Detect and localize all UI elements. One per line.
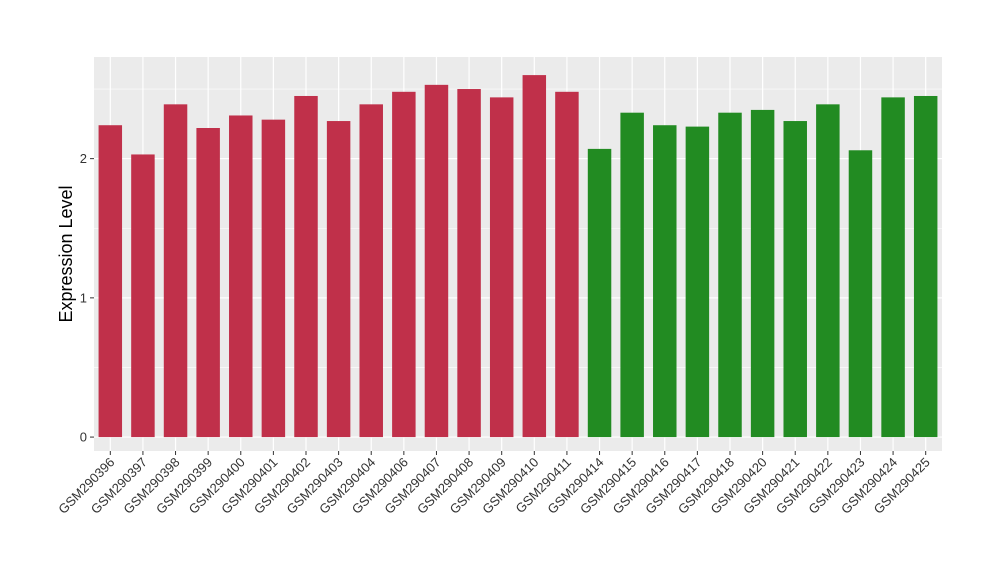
bar-gsm290406 — [392, 91, 416, 438]
bar-gsm290401 — [261, 119, 286, 438]
bar-gsm290417 — [685, 126, 710, 438]
bars — [98, 75, 938, 438]
bar-gsm290399 — [196, 128, 220, 438]
bar-gsm290411 — [555, 91, 579, 438]
y-tick-label: 0 — [80, 430, 87, 445]
y-tick-label: 2 — [80, 151, 87, 166]
y-axis: 0 1 2 — [80, 151, 94, 445]
bar-gsm290414 — [587, 148, 612, 438]
bar-gsm290400 — [229, 115, 253, 438]
bar-gsm290416 — [653, 125, 677, 438]
bar-gsm290402 — [294, 95, 318, 438]
x-axis: GSM290396GSM290397GSM290398GSM290399GSM2… — [55, 451, 933, 517]
plot-panel — [94, 57, 942, 451]
bar-gsm290407 — [424, 84, 449, 438]
bar-gsm290420 — [750, 109, 775, 438]
bar-gsm290408 — [457, 89, 481, 438]
y-tick-label: 1 — [80, 290, 87, 305]
bar-gsm290421 — [783, 121, 807, 438]
bar-gsm290397 — [131, 154, 155, 438]
bar-gsm290410 — [522, 75, 547, 438]
y-axis-title: Expression Level — [56, 185, 76, 322]
bar-gsm290418 — [718, 112, 742, 438]
bar-gsm290424 — [881, 97, 905, 438]
bar-gsm290422 — [816, 104, 840, 438]
bar-gsm290425 — [913, 95, 938, 438]
bar-gsm290409 — [489, 97, 514, 438]
bar-gsm290415 — [620, 112, 644, 438]
bar-gsm290396 — [98, 125, 123, 438]
bar-gsm290404 — [359, 104, 383, 438]
bar-gsm290423 — [848, 150, 873, 438]
bar-gsm290398 — [163, 104, 188, 438]
bar-gsm290403 — [326, 121, 351, 438]
